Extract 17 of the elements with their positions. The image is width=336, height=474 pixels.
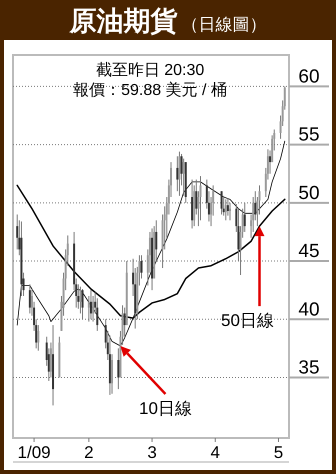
y-tick-label: 45 xyxy=(298,241,320,262)
chart-subtitle: （日線圖） xyxy=(182,15,266,34)
chart-title: 原油期貨 xyxy=(68,6,178,36)
x-tick-label: 2 xyxy=(84,443,94,462)
y-tick-label: 35 xyxy=(298,357,320,378)
x-tick-label: 4 xyxy=(210,443,220,462)
x-tick-label: 5 xyxy=(274,443,284,462)
x-tick-label: 3 xyxy=(147,443,157,462)
annotation: 報價：59.88 美元 / 桶 xyxy=(73,81,227,99)
annotation: 50日線 xyxy=(221,311,274,330)
annotation: 截至昨日 20:30 xyxy=(96,61,204,79)
y-tick-label: 55 xyxy=(298,124,320,146)
annotation: 10日線 xyxy=(138,399,192,418)
y-tick-label: 40 xyxy=(298,299,320,320)
y-tick-label: 60 xyxy=(298,66,320,88)
x-tick-label: 1/09 xyxy=(18,443,51,462)
y-tick-label: 50 xyxy=(298,182,320,204)
